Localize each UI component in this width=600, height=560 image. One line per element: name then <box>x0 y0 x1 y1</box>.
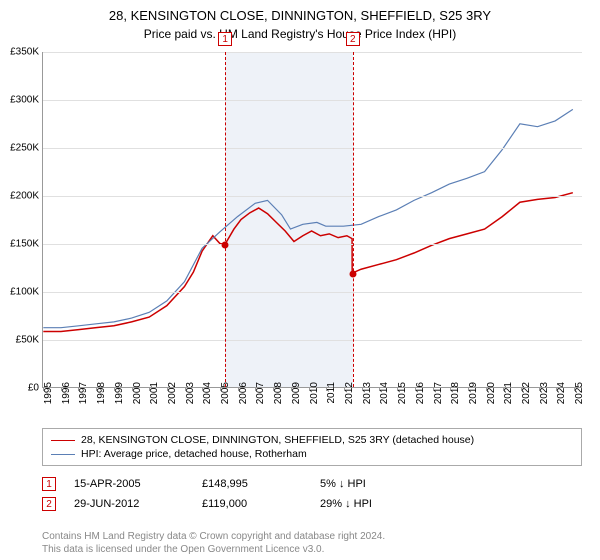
y-axis-label: £350K <box>10 47 39 58</box>
x-axis-label: 2019 <box>468 382 479 404</box>
y-axis-label: £50K <box>16 335 39 346</box>
x-axis-label: 2014 <box>379 382 390 404</box>
sale-marker-badge: 1 <box>42 477 56 491</box>
legend-label: HPI: Average price, detached house, Roth… <box>81 448 307 460</box>
x-axis-label: 2020 <box>486 382 497 404</box>
legend-swatch <box>51 440 75 441</box>
x-axis-label: 2013 <box>362 382 373 404</box>
sale-marker-badge: 2 <box>42 497 56 511</box>
x-axis-label: 2002 <box>167 382 178 404</box>
x-axis-label: 1995 <box>43 382 54 404</box>
x-axis-label: 2011 <box>326 382 337 404</box>
y-axis-label: £200K <box>10 191 39 202</box>
legend-swatch <box>51 454 75 455</box>
gridline <box>43 244 582 245</box>
plot-area: £0£50K£100K£150K£200K£250K£300K£350K1995… <box>42 52 582 388</box>
gridline <box>43 52 582 53</box>
x-axis-label: 2001 <box>149 382 160 404</box>
footer-attribution: Contains HM Land Registry data © Crown c… <box>42 530 385 556</box>
footer-line: This data is licensed under the Open Gov… <box>42 543 385 556</box>
chart-container: 28, KENSINGTON CLOSE, DINNINGTON, SHEFFI… <box>0 0 600 560</box>
sale-hpi-diff: 5% ↓ HPI <box>320 478 420 490</box>
sale-marker-box: 2 <box>346 32 360 46</box>
gridline <box>43 196 582 197</box>
x-axis-label: 1999 <box>114 382 125 404</box>
x-axis-label: 1997 <box>78 382 89 404</box>
series-hpi <box>43 109 573 327</box>
x-axis-label: 2007 <box>255 382 266 404</box>
x-axis-label: 2004 <box>202 382 213 404</box>
legend-item: 28, KENSINGTON CLOSE, DINNINGTON, SHEFFI… <box>51 433 573 447</box>
sale-hpi-diff: 29% ↓ HPI <box>320 498 420 510</box>
series-property <box>43 193 573 332</box>
y-axis-label: £300K <box>10 95 39 106</box>
footer-line: Contains HM Land Registry data © Crown c… <box>42 530 385 543</box>
sale-marker-box: 1 <box>218 32 232 46</box>
line-plot <box>43 52 582 387</box>
sales-table: 1 15-APR-2005 £148,995 5% ↓ HPI 2 29-JUN-2012… <box>42 474 420 514</box>
gridline <box>43 148 582 149</box>
x-axis-label: 2023 <box>539 382 550 404</box>
x-axis-label: 2017 <box>433 382 444 404</box>
x-axis-label: 2008 <box>273 382 284 404</box>
x-axis-label: 2025 <box>574 382 585 404</box>
sale-price: £148,995 <box>202 478 302 490</box>
x-axis-label: 2003 <box>185 382 196 404</box>
y-axis-label: £100K <box>10 287 39 298</box>
sale-marker-line <box>225 52 226 387</box>
gridline <box>43 340 582 341</box>
sale-price: £119,000 <box>202 498 302 510</box>
x-axis-label: 2018 <box>450 382 461 404</box>
chart-subtitle: Price paid vs. HM Land Registry's House … <box>0 23 600 41</box>
x-axis-label: 1998 <box>96 382 107 404</box>
x-axis-label: 2015 <box>397 382 408 404</box>
x-axis-label: 2009 <box>291 382 302 404</box>
legend-label: 28, KENSINGTON CLOSE, DINNINGTON, SHEFFI… <box>81 434 474 446</box>
gridline <box>43 292 582 293</box>
y-axis-label: £150K <box>10 239 39 250</box>
legend-box: 28, KENSINGTON CLOSE, DINNINGTON, SHEFFI… <box>42 428 582 466</box>
x-axis-label: 2016 <box>415 382 426 404</box>
sale-marker-dot <box>222 241 229 248</box>
y-axis-label: £250K <box>10 143 39 154</box>
y-axis-label: £0 <box>28 383 39 394</box>
x-axis-label: 1996 <box>61 382 72 404</box>
legend-item: HPI: Average price, detached house, Roth… <box>51 447 573 461</box>
x-axis-label: 2024 <box>556 382 567 404</box>
sale-marker-line <box>353 52 354 387</box>
chart-title: 28, KENSINGTON CLOSE, DINNINGTON, SHEFFI… <box>0 0 600 23</box>
sale-date: 15-APR-2005 <box>74 478 184 490</box>
x-axis-label: 2010 <box>309 382 320 404</box>
x-axis-label: 2006 <box>238 382 249 404</box>
sale-row: 1 15-APR-2005 £148,995 5% ↓ HPI <box>42 474 420 494</box>
sale-marker-dot <box>349 270 356 277</box>
x-axis-label: 2022 <box>521 382 532 404</box>
x-axis-label: 2021 <box>503 382 514 404</box>
sale-date: 29-JUN-2012 <box>74 498 184 510</box>
x-axis-label: 2000 <box>132 382 143 404</box>
gridline <box>43 100 582 101</box>
sale-row: 2 29-JUN-2012 £119,000 29% ↓ HPI <box>42 494 420 514</box>
